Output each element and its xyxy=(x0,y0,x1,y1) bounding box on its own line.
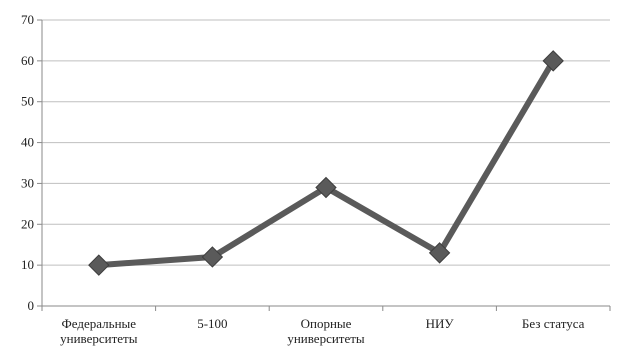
data-point-marker-4 xyxy=(542,50,564,72)
y-tick-label: 60 xyxy=(21,53,34,68)
x-category-label-line: университеты xyxy=(60,331,138,346)
y-tick-label: 0 xyxy=(28,298,35,313)
y-tick-labels: 0 10 20 30 40 50 60 70 xyxy=(21,12,34,313)
x-category-label-line: университеты xyxy=(287,331,365,346)
x-category-label-line: НИУ xyxy=(426,316,455,331)
y-tick-label: 10 xyxy=(21,257,34,272)
x-category-label: Опорные университеты xyxy=(287,316,365,346)
data-point-marker-1 xyxy=(201,246,224,268)
x-category-label: НИУ xyxy=(426,316,455,331)
gridlines xyxy=(42,19,610,266)
data-point-marker-0 xyxy=(88,254,110,276)
x-category-label-line: Федеральные xyxy=(62,316,137,331)
data-point-marker-2 xyxy=(315,176,337,199)
data-point-marker-3 xyxy=(428,242,451,264)
axes xyxy=(37,19,611,311)
series-line-group xyxy=(95,57,557,269)
x-category-label-line: Без статуса xyxy=(522,316,585,331)
x-category-label-line: Опорные xyxy=(301,316,352,331)
y-tick-label: 20 xyxy=(21,216,34,231)
y-tick-label: 70 xyxy=(21,12,34,27)
data-markers xyxy=(88,50,564,276)
x-category-label: Без статуса xyxy=(522,316,585,331)
y-tick-label: 30 xyxy=(21,175,34,190)
x-category-label: 5-100 xyxy=(197,316,227,331)
y-tick-label: 40 xyxy=(21,135,34,150)
x-category-label-line: 5-100 xyxy=(197,316,227,331)
x-category-label: Федеральные университеты xyxy=(60,316,138,346)
series-line xyxy=(95,57,557,269)
y-tick-label: 50 xyxy=(21,94,34,109)
